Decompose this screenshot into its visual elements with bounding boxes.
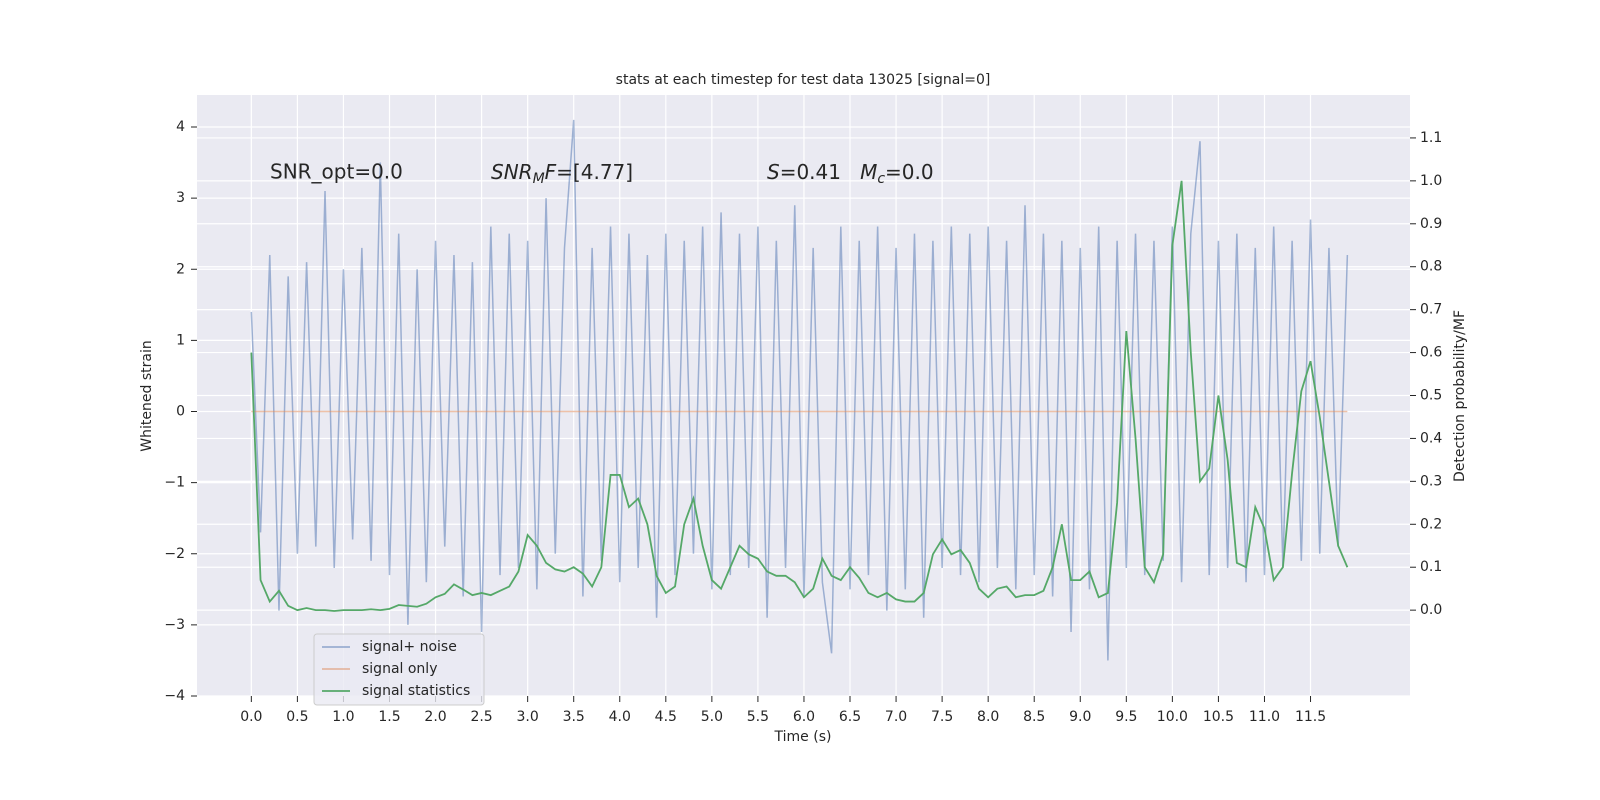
annotation-part: =[4.77] — [556, 160, 633, 184]
chart-title: stats at each timestep for test data 130… — [616, 72, 991, 88]
series-line — [250, 180, 1349, 612]
x-tick-label: 9.5 — [1115, 709, 1137, 725]
y-axis-label: Whitened strain — [139, 340, 155, 451]
annotation: SNRMF=[4.77] — [491, 160, 633, 188]
x-tick-label: 3.0 — [517, 709, 539, 725]
x-tick-label: 5.0 — [701, 709, 723, 725]
x-tick-label: 7.5 — [931, 709, 953, 725]
x-tick-label: 6.0 — [793, 709, 815, 725]
x-tick-label: 9.0 — [1069, 709, 1091, 725]
y2-tick-label: 0.0 — [1420, 602, 1442, 618]
y2-tick-label: 0.9 — [1420, 216, 1442, 232]
y2-tick-label: 0.7 — [1420, 302, 1442, 318]
x-tick-label: 2.5 — [470, 709, 492, 725]
x-tick-label: 10.5 — [1203, 709, 1234, 725]
x-tick-label: 11.5 — [1295, 709, 1326, 725]
series-layer — [250, 119, 1349, 661]
x-tick-label: 8.5 — [1023, 709, 1045, 725]
y2-tick-label: 0.4 — [1420, 430, 1442, 446]
y-tick-label: −2 — [164, 546, 185, 562]
x-tick-label: 10.0 — [1157, 709, 1188, 725]
legend-label: signal+ noise — [362, 639, 457, 655]
y-tick-label: −1 — [164, 475, 185, 491]
y-tick-label: −3 — [164, 617, 185, 633]
y-tick-label: 1 — [176, 332, 185, 348]
x-tick-label: 4.0 — [609, 709, 631, 725]
x-tick-label: 5.5 — [747, 709, 769, 725]
x-tick-label: 0.5 — [286, 709, 308, 725]
y2-tick-label: 0.5 — [1420, 388, 1442, 404]
y-tick-label: 4 — [176, 119, 185, 135]
legend: signal+ noise signal only signal statistic… — [313, 633, 485, 706]
y-tick-label: 0 — [176, 404, 185, 420]
annotation-part: =0.0 — [885, 160, 934, 184]
legend-label: signal statistics — [362, 683, 470, 699]
x-tick-label: 6.5 — [839, 709, 861, 725]
x-tick-label: 1.0 — [332, 709, 354, 725]
annotation: S=0.41 Mc=0.0 — [767, 160, 934, 188]
x-tick-label: 8.0 — [977, 709, 999, 725]
y2-tick-label: 0.2 — [1420, 516, 1442, 532]
legend-label: signal only — [362, 661, 437, 677]
annotation-part: =0.41 — [780, 160, 860, 184]
annotation-part: M — [533, 171, 545, 187]
y2-tick-label: 0.3 — [1420, 473, 1442, 489]
annotation-part: c — [877, 171, 885, 187]
x-tick-label: 4.5 — [655, 709, 677, 725]
x-tick-label: 3.5 — [563, 709, 585, 725]
x-tick-label: 1.5 — [378, 709, 400, 725]
annotation-part: M — [860, 160, 877, 184]
x-tick-label: 7.0 — [885, 709, 907, 725]
y2-tick-label: 0.1 — [1420, 559, 1442, 575]
annotation: SNR_opt=0.0 — [270, 160, 403, 184]
y2-tick-label: 0.8 — [1420, 259, 1442, 275]
y-tick-label: 3 — [176, 190, 185, 206]
y2-tick-label: 1.0 — [1420, 173, 1442, 189]
annotation-part: S — [767, 160, 780, 184]
annotation-part: SNR — [491, 160, 533, 184]
y-tick-label: 2 — [176, 261, 185, 277]
y2-axis-label: Detection probability/MF — [1452, 310, 1468, 482]
y2-tick-label: 0.6 — [1420, 345, 1442, 361]
x-tick-label: 0.0 — [240, 709, 262, 725]
annotation-part: F — [545, 160, 557, 184]
y-tick-label: −4 — [164, 688, 185, 704]
x-axis-label: Time (s) — [774, 729, 832, 745]
y2-tick-label: 1.1 — [1420, 130, 1442, 146]
x-tick-label: 2.0 — [424, 709, 446, 725]
x-tick-label: 11.0 — [1249, 709, 1280, 725]
legend-box — [313, 633, 485, 706]
